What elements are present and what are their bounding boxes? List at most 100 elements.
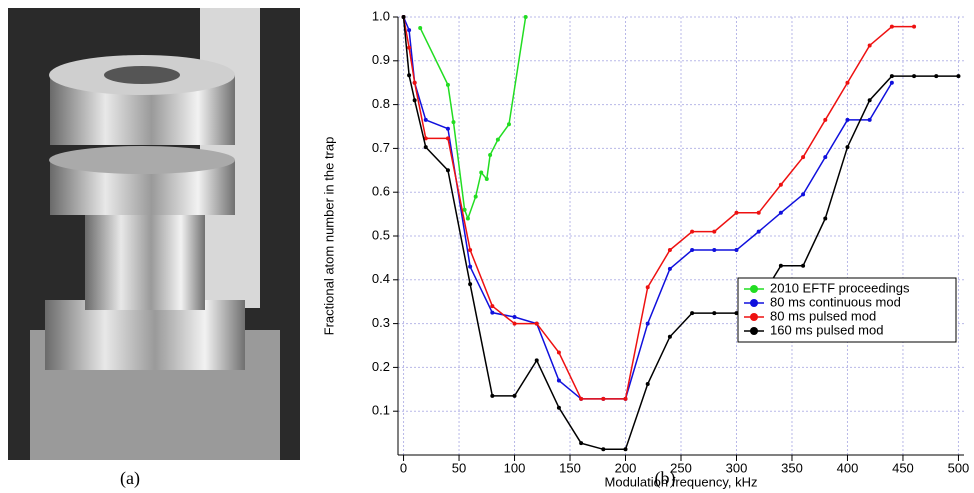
point <box>667 334 672 339</box>
point <box>465 216 470 221</box>
point <box>479 170 484 175</box>
y-tick-label: 0.7 <box>372 140 390 155</box>
point <box>734 311 739 316</box>
point <box>756 210 761 215</box>
point <box>778 210 783 215</box>
x-tick-label: 300 <box>726 460 748 475</box>
y-tick-label: 0.3 <box>372 315 390 330</box>
point <box>556 350 561 355</box>
point <box>667 266 672 271</box>
point <box>407 28 412 33</box>
chart: 0.1 0.2 0.3 0.4 0.5 0.6 0.7 0.8 0.9 1.0 0 50 100 150 2… <box>321 8 969 489</box>
point <box>445 168 450 173</box>
point <box>468 282 473 287</box>
point <box>468 248 473 253</box>
point <box>690 248 695 253</box>
legend-swatch <box>750 327 758 335</box>
point <box>445 82 450 87</box>
point <box>451 120 456 125</box>
legend-swatch <box>750 313 758 321</box>
point <box>823 155 828 160</box>
point <box>845 80 850 85</box>
legend-box <box>737 277 957 343</box>
point <box>556 378 561 383</box>
point <box>956 74 961 79</box>
y-tick-label: 0.6 <box>372 184 390 199</box>
point <box>912 74 917 79</box>
legend-label: 80 ms continuous mod <box>770 294 901 309</box>
line <box>402 16 915 400</box>
point <box>534 358 539 363</box>
y-tick-label: 0.4 <box>372 271 390 286</box>
x-axis-label: Modulation frequency, kHz <box>605 474 758 489</box>
point <box>407 73 412 78</box>
point <box>712 248 717 253</box>
point <box>490 393 495 398</box>
point <box>867 117 872 122</box>
legend-swatch <box>750 299 758 307</box>
x-tick-label: 0 <box>400 460 407 475</box>
y-tick-label: 0.1 <box>372 403 390 418</box>
x-tick-label: 450 <box>892 460 914 475</box>
point <box>623 396 628 401</box>
caption: (a) <box>120 468 140 489</box>
point <box>601 447 606 452</box>
point <box>556 405 561 410</box>
point <box>934 74 939 79</box>
point <box>495 137 500 142</box>
point <box>473 194 478 199</box>
point <box>889 24 894 29</box>
point <box>845 145 850 150</box>
point <box>778 182 783 187</box>
point <box>418 25 423 30</box>
y-tick-label: 0.8 <box>372 96 390 111</box>
point <box>512 315 517 320</box>
legend-label: 2010 EFTF proceedings <box>770 280 910 295</box>
point <box>801 192 806 197</box>
x-tick-label: 100 <box>504 460 526 475</box>
caption: (b) <box>655 468 676 489</box>
legend-swatch <box>750 285 758 293</box>
y-axis-label: Fractional atom number in the trap <box>321 137 336 336</box>
photo <box>8 8 300 460</box>
point <box>423 136 428 141</box>
point <box>488 152 493 157</box>
point <box>445 126 450 131</box>
point <box>512 393 517 398</box>
point <box>512 321 517 326</box>
point <box>579 396 584 401</box>
x-tick-label: 50 <box>452 460 466 475</box>
point <box>645 382 650 387</box>
point <box>407 45 412 50</box>
point <box>912 24 917 29</box>
point <box>823 117 828 122</box>
point <box>867 98 872 103</box>
line <box>402 16 959 451</box>
point <box>401 15 406 19</box>
point <box>445 136 450 141</box>
point <box>690 311 695 316</box>
point <box>690 229 695 234</box>
y-tick-label: 0.5 <box>372 227 390 242</box>
point <box>412 98 417 103</box>
y-tick-label: 0.2 <box>372 359 390 374</box>
x-tick-label: 500 <box>948 460 970 475</box>
point <box>845 117 850 122</box>
point <box>645 321 650 326</box>
point <box>601 396 606 401</box>
x-tick-label: 200 <box>615 460 637 475</box>
point <box>756 229 761 234</box>
point <box>712 229 717 234</box>
point <box>734 248 739 253</box>
point <box>823 216 828 221</box>
point <box>667 248 672 253</box>
point <box>801 155 806 160</box>
point <box>412 80 417 85</box>
point <box>623 447 628 452</box>
line <box>419 16 527 221</box>
point <box>423 117 428 122</box>
point <box>462 207 467 212</box>
point <box>490 304 495 309</box>
point <box>645 285 650 290</box>
y-tick-label: 0.9 <box>372 52 390 67</box>
